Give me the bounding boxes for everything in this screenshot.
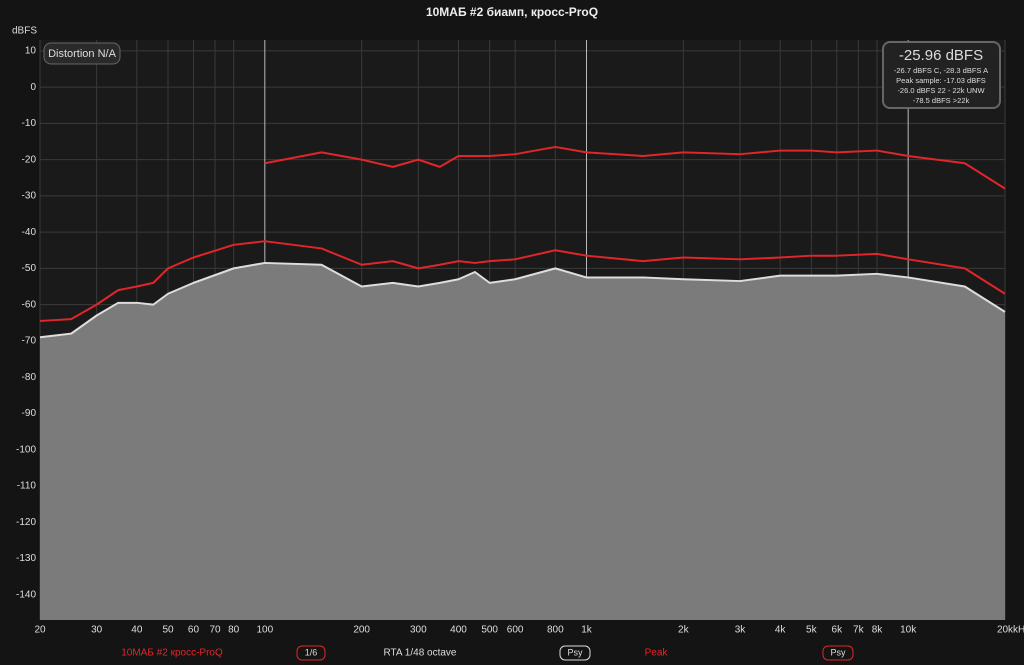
x-tick-label: 600 [507, 625, 524, 636]
level-line: Peak sample: -17.03 dBFS [896, 76, 986, 85]
marks [39, 145, 1006, 620]
y-tick-label: -30 [22, 191, 37, 202]
legend-entry: 10МАБ #2 кросс-ProQ [121, 648, 223, 659]
level-line: -78.5 dBFS >22k [913, 96, 970, 105]
level-main: -25.96 dBFS [899, 47, 983, 64]
y-tick-label: -40 [22, 227, 37, 238]
x-tick-label: 300 [410, 625, 427, 636]
y-tick-label: -100 [16, 444, 36, 455]
x-tick-label: 500 [481, 625, 498, 636]
distortion-text: Distortion N/A [48, 48, 117, 60]
x-tick-label: 40 [131, 625, 143, 636]
level-line: -26.0 dBFS 22 - 22k UNW [897, 86, 985, 95]
legend-entry: RTA 1/48 octave [383, 648, 456, 659]
legend-badge [559, 645, 591, 661]
x-tick-label: 20 [34, 625, 46, 636]
y-tick-label: 10 [25, 46, 37, 57]
x-tick-label: 80 [228, 625, 240, 636]
x-tick-label: 200 [353, 625, 370, 636]
x-tick-label: 70 [209, 625, 221, 636]
x-tick-label: 30 [91, 625, 103, 636]
y-tick-label: -20 [22, 154, 37, 165]
y-tick-label: -90 [22, 408, 37, 419]
y-tick-label: -130 [16, 553, 36, 564]
legend-badge [296, 645, 326, 661]
x-tick-label: 400 [450, 625, 467, 636]
y-tick-label: -60 [22, 299, 37, 310]
distortion-box [43, 42, 121, 65]
y-tick-label: -50 [22, 263, 37, 274]
x-tick-label: 1k [581, 625, 593, 636]
x-tick-label: 50 [162, 625, 174, 636]
y-tick-label: 0 [30, 82, 36, 93]
chart-title: 10МАБ #2 биамп, кросс-ProQ [426, 5, 598, 19]
x-tick-label: 800 [547, 625, 564, 636]
x-tick-label: 100 [256, 625, 273, 636]
x-tick-label: 2k [678, 625, 690, 636]
y-axis-label: dBFS [12, 26, 37, 37]
x-tick-label: 5k [806, 625, 818, 636]
series-line [264, 145, 1006, 190]
x-tick-label: 20k [997, 625, 1014, 636]
y-tick-label: -110 [17, 481, 37, 492]
legend-badge-text: 1/6 [305, 647, 318, 657]
legend-badge-text: Psy [567, 647, 583, 657]
y-tick-label: -70 [22, 336, 37, 347]
x-tick-label: 7k [853, 625, 865, 636]
level-box [882, 41, 1001, 109]
legend-badge [822, 645, 854, 661]
y-tick-label: -140 [16, 589, 36, 600]
legend-entry: Peak [645, 648, 669, 659]
x-tick-label: 10k [900, 625, 917, 636]
x-tick-label: 60 [188, 625, 200, 636]
x-unit: kHz [1013, 625, 1024, 636]
level-line: -26.7 dBFS C, -28.3 dBFS A [894, 66, 988, 75]
y-tick-label: -10 [22, 118, 37, 129]
x-tick-label: 4k [775, 625, 787, 636]
x-tick-label: 3k [735, 625, 747, 636]
x-tick-label: 6k [832, 625, 844, 636]
y-tick-label: -80 [22, 372, 37, 383]
x-tick-label: 8k [872, 625, 884, 636]
y-tick-label: -120 [16, 517, 36, 528]
series-line [39, 261, 1006, 339]
legend-badge-text: Psy [830, 647, 846, 657]
area [40, 262, 1005, 620]
series-line [39, 240, 1006, 322]
